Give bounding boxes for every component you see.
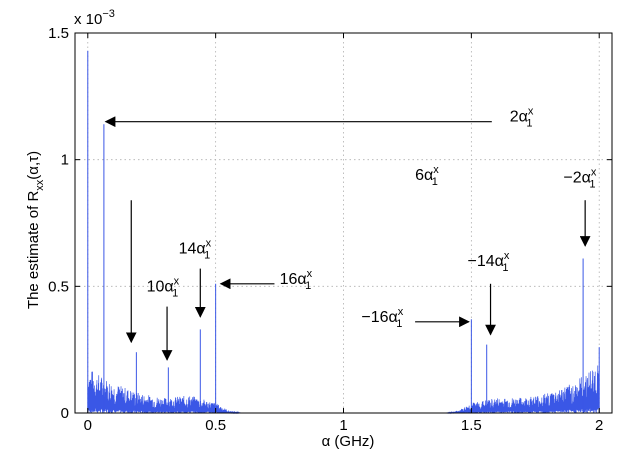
- annotation-label: 16αx 1: [280, 268, 313, 292]
- x-tick-label: 2: [595, 417, 603, 434]
- y-axis-label: The estimate of Rxx(α,τ): [25, 151, 46, 309]
- x-tick-label: 0: [84, 417, 92, 434]
- peak-lines: [87, 50, 600, 413]
- annotation-label: −2αx 1: [563, 166, 597, 190]
- annotation-label: 2αx 1: [510, 106, 534, 130]
- x-axis-label: α (GHz): [322, 433, 375, 450]
- annotation-label: −16αx 1: [361, 306, 403, 330]
- grid: [75, 32, 612, 414]
- y-axis-multiplier: x 10−3: [74, 8, 115, 28]
- x-tick-label: 1.5: [461, 417, 482, 434]
- y-tick-label: 0: [61, 405, 69, 422]
- x-tick-label: 1: [339, 417, 347, 434]
- y-tick-label: 0.5: [48, 278, 69, 295]
- x-tick-label: 0.5: [205, 417, 226, 434]
- annotations: 2αx 1 6αx 1 10αx 1 14αx 1 16αx 1 −16αx 1 −14αx 1 −2αx 1: [104, 106, 597, 361]
- annotation-label: 6αx 1: [415, 164, 439, 188]
- y-tick-label: 1.5: [48, 25, 69, 42]
- annotation-label: 14αx 1: [179, 237, 212, 261]
- axis-ticks: 0 0.5 1 1.5 2 0 0.5 1 1.5: [48, 25, 612, 434]
- y-tick-label: 1: [61, 152, 69, 169]
- annotation-label: 10αx 1: [147, 275, 180, 299]
- annotation-label: −14αx 1: [468, 250, 510, 274]
